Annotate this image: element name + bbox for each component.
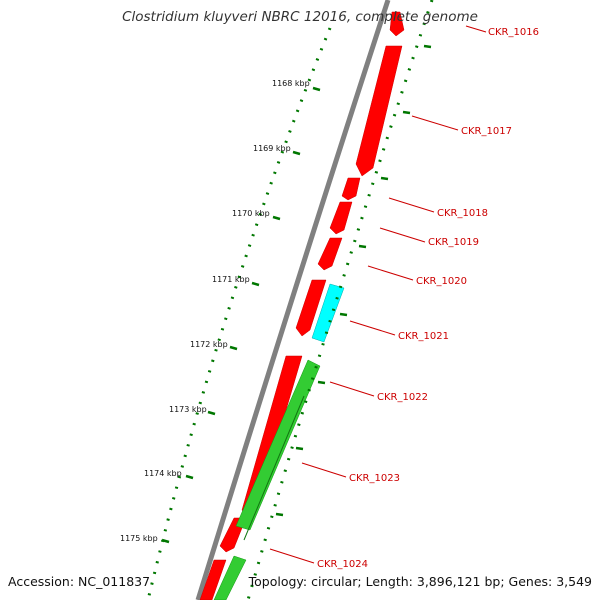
rna-features: [213, 359, 321, 600]
accession-text: Accession: NC_011837: [8, 574, 151, 589]
scale-tick: 1171 kbp: [212, 275, 260, 287]
svg-text:CKR_1018: CKR_1018: [437, 208, 488, 219]
gene-label-ckr-1021: CKR_1021: [349, 320, 449, 342]
gene-label-ckr-1019: CKR_1019: [379, 227, 479, 248]
gene-label-ckr-1024: CKR_1024: [269, 548, 368, 570]
svg-text:CKR_1023: CKR_1023: [349, 473, 400, 484]
scale-label: 1168 kbp: [272, 79, 310, 88]
gene-label-ckr-1022: CKR_1022: [329, 381, 428, 403]
svg-text:CKR_1024: CKR_1024: [317, 559, 368, 570]
gene-label-ckr-1016: CKR_1016: [465, 25, 539, 38]
gene-ckr-1021: [295, 279, 327, 337]
scale-tick: 1170 kbp: [232, 209, 281, 221]
scale-tick: 1173 kbp: [169, 405, 216, 416]
scale-tick: 1169 kbp: [253, 144, 301, 156]
gene-label-ckr-1017: CKR_1017: [411, 115, 512, 137]
scale-tick: 1172 kbp: [190, 340, 238, 351]
gene-label-ckr-1023: CKR_1023: [301, 462, 400, 484]
gene-ckr-1016: [389, 11, 405, 37]
scale-label: 1173 kbp: [169, 405, 207, 414]
gene-ckr-1019: [329, 201, 353, 235]
gene-ckr-1017: [355, 45, 403, 177]
svg-text:CKR_1020: CKR_1020: [416, 276, 467, 287]
gene-ckr-1018: [341, 177, 361, 201]
map-title: Clostridium kluyveri NBRC 12016, complet…: [122, 9, 478, 25]
gene-label-ckr-1020: CKR_1020: [367, 265, 467, 287]
inner-scale-track: [246, 0, 434, 600]
svg-text:CKR_1021: CKR_1021: [398, 331, 449, 342]
svg-text:CKR_1016: CKR_1016: [488, 27, 539, 38]
scale-label: 1172 kbp: [190, 340, 228, 349]
gene-label-ckr-1018: CKR_1018: [388, 197, 488, 219]
scale-tick: 1175 kbp: [120, 534, 170, 544]
svg-text:CKR_1017: CKR_1017: [461, 126, 512, 137]
backbone: [195, 0, 391, 600]
scale-label: 1170 kbp: [232, 209, 270, 218]
svg-text:CKR_1019: CKR_1019: [428, 237, 479, 248]
svg-text:CKR_1022: CKR_1022: [377, 392, 428, 403]
scale-tick: 1168 kbp: [272, 79, 321, 92]
scale-label: 1171 kbp: [212, 275, 250, 284]
gene-ckr-1024: [199, 559, 227, 600]
inner-ticks: [275, 44, 432, 517]
scale-label: 1169 kbp: [253, 144, 291, 153]
scale-label: 1175 kbp: [120, 534, 158, 543]
scale-label: 1174 kbp: [144, 469, 182, 478]
genome-summary: Topology: circular; Length: 3,896,121 bp…: [248, 574, 592, 589]
scale-tick: 1174 kbp: [144, 469, 194, 480]
gene-ckr-1020: [317, 237, 343, 271]
